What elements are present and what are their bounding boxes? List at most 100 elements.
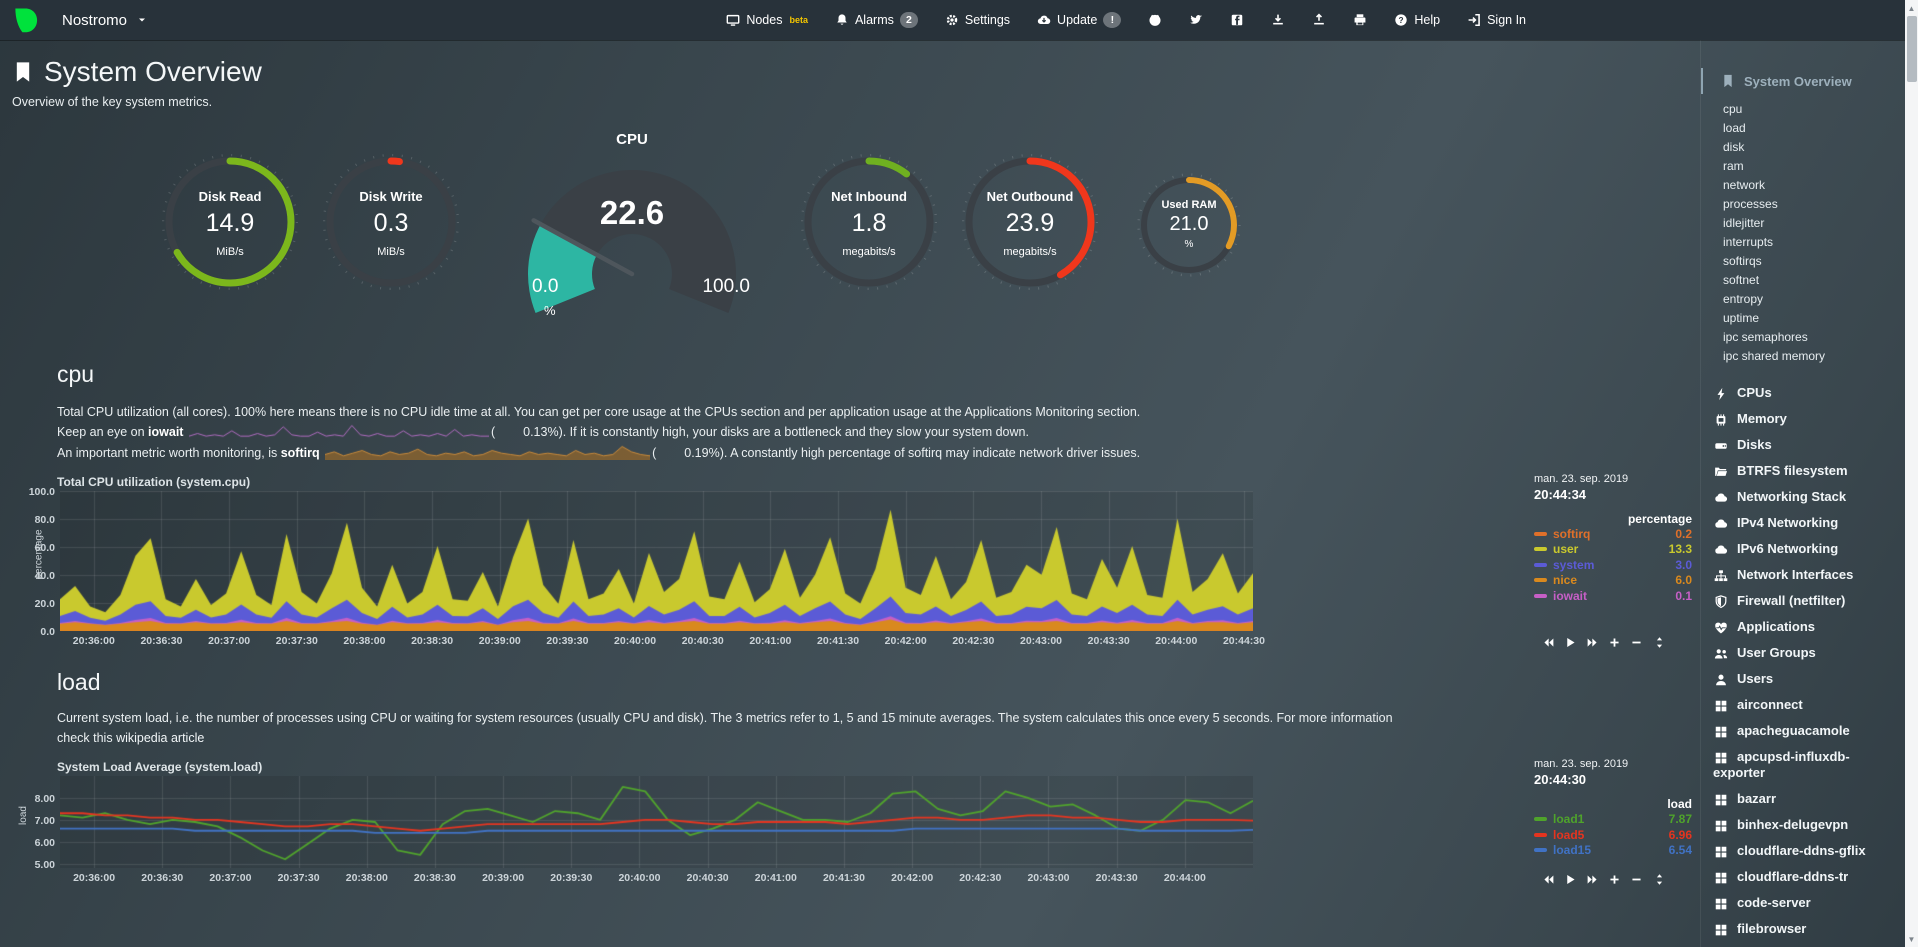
sidebar-item-user-groups[interactable]: User Groups	[1709, 640, 1901, 666]
play-icon[interactable]	[1564, 873, 1577, 886]
sidebar-subitem-softnet[interactable]: softnet	[1723, 273, 1760, 287]
sidebar-item-apacheguacamole[interactable]: apacheguacamole	[1709, 718, 1901, 744]
sidebar-item-filebrowser[interactable]: filebrowser	[1709, 916, 1901, 942]
sidebar-item-system-overview[interactable]: System Overview	[1701, 68, 1901, 94]
forward-icon[interactable]	[1586, 873, 1599, 886]
sidebar-subitem-ipc-shared-memory[interactable]: ipc shared memory	[1723, 349, 1826, 363]
y-axis-title: load	[17, 806, 29, 826]
sidebar-subitem-ipc-semaphores[interactable]: ipc semaphores	[1723, 330, 1808, 344]
load-chart: System Load Average (system.load) 5.00 6.0…	[18, 758, 1700, 888]
wikipedia-link[interactable]: wikipedia article	[116, 731, 205, 745]
navbar: Nostromo Nodes beta Alarms 2 Settings Update!…	[0, 0, 1918, 40]
legend-item-load1[interactable]: load1 7.87	[1534, 811, 1694, 827]
x-tick-label: 20:36:30	[141, 872, 184, 885]
sidebar-subitem-cpu[interactable]: cpu	[1723, 102, 1743, 116]
nav-alarms[interactable]: Alarms 2	[835, 12, 918, 28]
sidebar-subitem-processes[interactable]: processes	[1723, 197, 1778, 211]
scrollbar-thumb[interactable]	[1906, 16, 1917, 82]
load-chart-canvas[interactable]	[60, 776, 1253, 869]
sidebar-item-applications[interactable]: Applications	[1709, 614, 1901, 640]
gauge-used-ram[interactable]: Used RAM 21.0%	[1137, 173, 1245, 285]
nav-nodes-label: Nodes	[746, 13, 783, 27]
nav-alarms-badge: 2	[899, 12, 918, 28]
gauge-disk-read-units: MiB/s	[216, 246, 244, 258]
sidebar-subitem-uptime[interactable]: uptime	[1723, 311, 1760, 325]
resize-icon[interactable]	[1653, 636, 1666, 649]
sidebar-subitem-interrupts[interactable]: interrupts	[1723, 235, 1774, 249]
brand[interactable]: Nostromo	[12, 6, 148, 35]
sidebar-subitem-entropy[interactable]: entropy	[1723, 292, 1764, 306]
scroll-down-icon[interactable]: ▼	[1907, 934, 1916, 944]
legend-item-iowait[interactable]: iowait 0.1	[1534, 588, 1694, 604]
nav-upload[interactable]	[1312, 13, 1326, 27]
nav-help[interactable]: ? Help	[1394, 13, 1440, 27]
nav-facebook[interactable]	[1230, 13, 1244, 27]
chart-plot[interactable]: 5.00 6.00 7.00 8.00 20:36:00 20:36:30 20:37:00…	[18, 776, 1253, 884]
nav-download[interactable]	[1271, 13, 1285, 27]
chart-plot[interactable]: 0.0 20.0 40.0 60.0 80.0 100.0 20:36:00 20:36:30…	[29, 486, 1265, 647]
sidebar-subitem-softirqs[interactable]: softirqs	[1723, 254, 1762, 268]
sidebar-item-networking-stack[interactable]: Networking Stack	[1709, 484, 1901, 510]
backward-icon[interactable]	[1542, 636, 1555, 649]
legend-series-name: iowait	[1553, 588, 1588, 603]
sidebar-item-apcupsd-influxdb-exporter[interactable]: apcupsd-influxdb-exporter	[1709, 744, 1901, 786]
sidebar-subitem-idlejitter[interactable]: idlejitter	[1723, 216, 1765, 230]
scrollbar[interactable]: ▲ ▼	[1905, 0, 1918, 947]
sidebar-item-ipv6-networking[interactable]: IPv6 Networking	[1709, 536, 1901, 562]
sidebar-item-bazarr[interactable]: bazarr	[1709, 786, 1901, 812]
plus-icon[interactable]	[1608, 873, 1621, 886]
sidebar-item-network-interfaces[interactable]: Network Interfaces	[1709, 562, 1901, 588]
sidebar-item-label: Network Interfaces	[1737, 567, 1854, 582]
display-icon	[726, 13, 740, 27]
forward-icon[interactable]	[1586, 636, 1599, 649]
legend-item-load5[interactable]: load5 6.96	[1534, 827, 1694, 843]
legend-item-system[interactable]: system 3.0	[1534, 557, 1694, 573]
minus-icon[interactable]	[1630, 636, 1643, 649]
nav-twitter[interactable]	[1189, 13, 1203, 27]
sidebar-item-cloudflare-ddns-gflix[interactable]: cloudflare-ddns-gflix	[1709, 838, 1901, 864]
nav-github[interactable]	[1148, 13, 1162, 27]
nav-update[interactable]: Update!	[1037, 12, 1122, 28]
minus-icon[interactable]	[1630, 873, 1643, 886]
legend-item-nice[interactable]: nice 6.0	[1534, 572, 1694, 588]
x-tick-label: 20:40:00	[614, 634, 657, 647]
resize-icon[interactable]	[1653, 873, 1666, 886]
sidebar-item-label: bazarr	[1737, 791, 1777, 806]
legend-series-name: softirq	[1553, 526, 1591, 541]
gauge-net-inbound[interactable]: Net Inbound 1.8 megabits/s	[801, 154, 941, 304]
sidebar-item-ipv4-networking[interactable]: IPv4 Networking	[1709, 510, 1901, 536]
gauge-disk-read[interactable]: Disk Read 14.9 MiB/s	[162, 154, 302, 304]
nav-nodes[interactable]: Nodes beta	[726, 13, 808, 27]
sidebar-subitem-ram[interactable]: ram	[1723, 159, 1744, 173]
gauge-disk-write[interactable]: Disk Write 0.3 MiB/s	[323, 154, 463, 304]
svg-text:?: ?	[1399, 15, 1404, 25]
nav-settings[interactable]: Settings	[945, 13, 1010, 27]
sidebar-item-firewall-netfilter-[interactable]: Firewall (netfilter)	[1709, 588, 1901, 614]
sidebar-item-airconnect[interactable]: airconnect	[1709, 692, 1901, 718]
sidebar-item-disks[interactable]: Disks	[1709, 432, 1901, 458]
github-icon	[1148, 13, 1162, 27]
sidebar-item-binhex-delugevpn[interactable]: binhex-delugevpn	[1709, 812, 1901, 838]
gauge-net-outbound[interactable]: Net Outbound 23.9 megabits/s	[962, 154, 1102, 304]
plus-icon[interactable]	[1608, 636, 1621, 649]
sidebar-item-btrfs-filesystem[interactable]: BTRFS filesystem	[1709, 458, 1901, 484]
backward-icon[interactable]	[1542, 873, 1555, 886]
cpu-chart-canvas[interactable]	[60, 490, 1253, 631]
play-icon[interactable]	[1564, 636, 1577, 649]
sidebar-item-users[interactable]: Users	[1709, 666, 1901, 692]
sidebar-item-code-server[interactable]: code-server	[1709, 890, 1901, 916]
sidebar-subitem-disk[interactable]: disk	[1723, 140, 1745, 154]
legend-item-softirq[interactable]: softirq 0.2	[1534, 526, 1694, 542]
nav-signin[interactable]: Sign In	[1467, 13, 1526, 27]
legend-item-load15[interactable]: load15 6.54	[1534, 842, 1694, 858]
sidebar-item-memory[interactable]: Memory	[1709, 406, 1901, 432]
nav-print[interactable]	[1353, 13, 1367, 27]
sidebar-subitem-load[interactable]: load	[1723, 121, 1746, 135]
sidebar-item-cpus[interactable]: CPUs	[1709, 380, 1901, 406]
gauge-cpu[interactable]: CPU 22.6 0.0% 100.0	[510, 131, 754, 327]
sidebar-item-cloudflare-ddns-tr[interactable]: cloudflare-ddns-tr	[1709, 864, 1901, 890]
sidebar-item-label: IPv6 Networking	[1737, 541, 1839, 556]
scroll-up-icon[interactable]: ▲	[1907, 3, 1916, 13]
sidebar-subitem-network[interactable]: network	[1723, 178, 1766, 192]
legend-item-user[interactable]: user 13.3	[1534, 541, 1694, 557]
